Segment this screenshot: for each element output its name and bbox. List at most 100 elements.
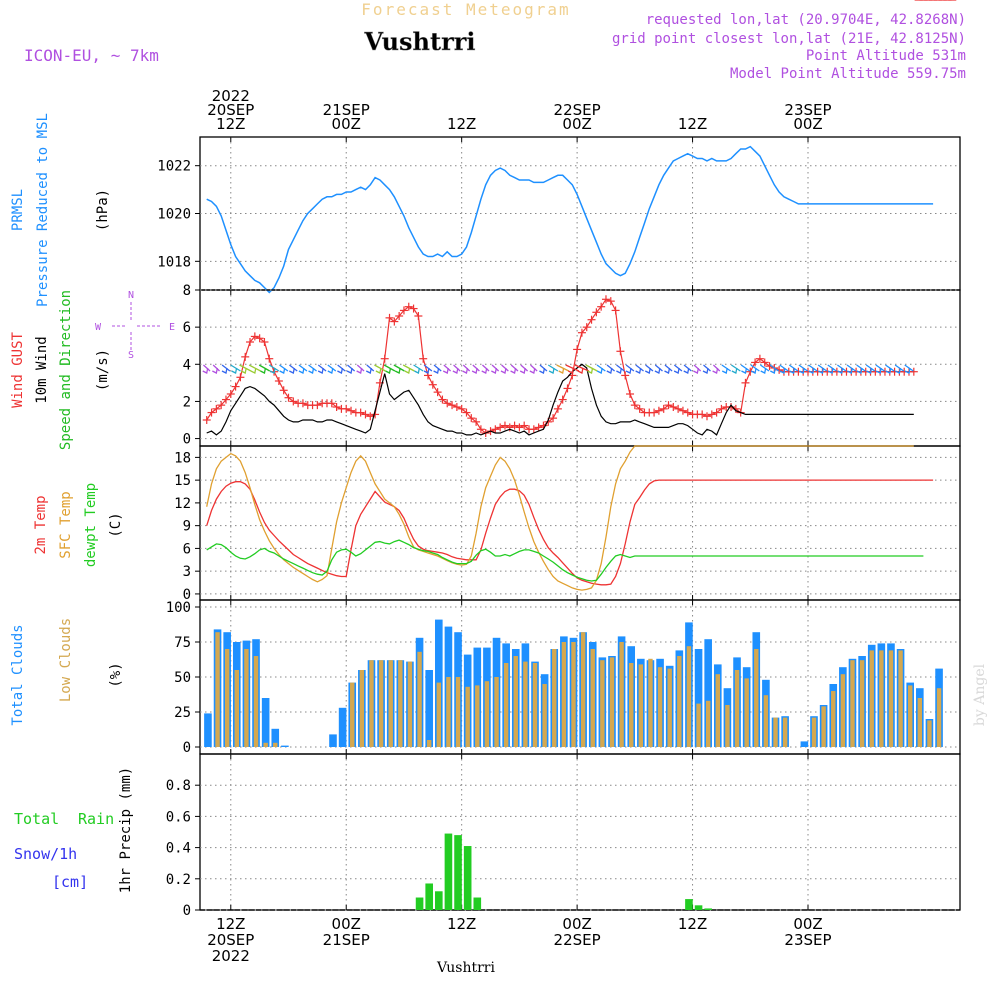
wind-direction-arrow [721, 364, 731, 372]
wind-direction-arrow [798, 364, 808, 372]
wind-direction-arrow [712, 364, 721, 372]
model-label: ICON-EU, ~ 7km [24, 46, 159, 65]
temperature-ytick-label: 12 [174, 496, 191, 512]
total-clouds-bar [261, 698, 270, 747]
wind-direction-arrow [556, 364, 570, 372]
low-clouds-bar [754, 649, 759, 747]
low-clouds-bar [879, 650, 884, 747]
wind-direction-arrow [433, 364, 442, 372]
wind-direction-arrowhead [847, 367, 853, 374]
wind-direction-arrowhead [558, 367, 565, 374]
rain-bar [435, 891, 443, 910]
wind-direction-arrowhead [654, 367, 661, 374]
low-clouds-bar [234, 670, 239, 747]
total-clouds-bar [281, 745, 289, 747]
low-clouds-bar [773, 717, 778, 747]
low-clouds-bar [686, 646, 692, 747]
rain-bar [473, 897, 482, 910]
location-title: Vushtrri [364, 27, 476, 56]
low-clouds-bar [436, 682, 442, 747]
wind-direction-arrow [827, 364, 837, 372]
low-clouds-bar [542, 684, 547, 747]
wind-direction-arrow [846, 364, 856, 372]
pressure-line [206, 145, 934, 294]
wind-direction-arrowhead [491, 367, 497, 374]
pressure-ytick-label: 1022 [157, 159, 191, 175]
total-clouds-bar [271, 728, 280, 747]
clouds-ytick-label: 25 [174, 705, 191, 721]
temp-2m-line [206, 479, 934, 586]
wind-ylabels: Wind GUST 10m Wind Speed and Direction (… [10, 290, 111, 450]
wind-direction-arrow [472, 364, 480, 372]
wind-direction-arrow [885, 364, 895, 372]
wind-direction-arrow [760, 364, 770, 372]
cloud-unit: (%) [108, 662, 124, 687]
wind-direction-arrow [654, 364, 663, 372]
wind-direction-arrow [596, 364, 606, 372]
wind-direction-arrowhead [269, 367, 276, 374]
wind-direction-arrow [423, 364, 433, 372]
temp-2m-label: 2m Temp [33, 495, 49, 554]
wind-direction-arrow [443, 364, 452, 372]
wind-direction-arrowhead [375, 367, 382, 374]
wind-direction-arrowhead [577, 367, 584, 374]
wind-10m-line [206, 363, 914, 436]
wind-direction-arrowhead [539, 367, 546, 374]
temp-dewpt-line [206, 539, 924, 582]
wind-direction-arrow [337, 364, 346, 372]
temperature-ytick-label: 9 [183, 519, 191, 535]
rain-bar [463, 846, 472, 910]
wind-direction-arrowhead [317, 367, 324, 374]
wind-direction-arrowhead [510, 367, 517, 374]
rain-bar [704, 908, 712, 910]
total-clouds-bar [338, 707, 347, 747]
low-clouds-bar [484, 681, 490, 747]
wind-direction-arrowhead [250, 367, 257, 374]
wind-ytick-label: 6 [183, 320, 191, 336]
wind-direction-arrowhead [298, 367, 305, 374]
wind-10m-label: 10m Wind [34, 336, 50, 403]
low-clouds-bar [600, 660, 605, 747]
precip-total-label: Total [14, 810, 59, 828]
low-clouds-bar [475, 685, 480, 747]
model-altitude: Model Point Altitude 559.75m [730, 66, 966, 82]
time-label-top: 22SEP [554, 101, 601, 119]
wind-direction-arrow [585, 364, 598, 372]
low-clouds-bar [840, 674, 846, 747]
wind-direction-arrowhead [625, 367, 632, 374]
clouds-ytick-label: 100 [166, 600, 191, 616]
low-clouds-bar [908, 685, 913, 747]
wind-direction-arrowhead [885, 367, 892, 374]
wind-direction-arrow [530, 364, 538, 372]
wind-direction-arrowhead [616, 367, 623, 374]
wind-direction-arrowhead [866, 367, 873, 374]
wind-direction-arrowhead [587, 367, 594, 374]
low-clouds-bar [513, 656, 518, 747]
wind-direction-arrow [788, 364, 799, 372]
compass-n: N [128, 290, 134, 301]
wind-direction-arrow [750, 364, 760, 372]
wind-unit: (m/s) [95, 349, 111, 391]
wind-direction-arrowhead [414, 367, 421, 374]
rain-bar [454, 835, 462, 910]
wind-direction-arrowhead [827, 367, 834, 374]
wind-direction-arrow [212, 364, 220, 372]
watermark: by Angel [972, 663, 988, 726]
wind-direction-arrow [616, 364, 625, 372]
wind-direction-arrow [374, 364, 386, 372]
wind-direction-arrowhead [875, 367, 882, 374]
precip-ytick-label: 0.4 [166, 841, 191, 857]
time-label-bottom: 2022 [212, 947, 250, 965]
low-clouds-bar [667, 668, 672, 747]
low-clouds-bar [638, 664, 644, 747]
low-clouds-bar [859, 660, 865, 747]
cloud-ylabels: Total Clouds Low Clouds (%) [10, 618, 124, 726]
wind-direction-arrowhead [346, 367, 353, 374]
temperature-ytick-label: 18 [174, 450, 191, 466]
pressure-ytick-label: 1020 [157, 207, 191, 223]
precip-ytick-label: 0.6 [166, 809, 191, 825]
wind-direction-arrowhead [568, 367, 574, 374]
wind-direction-arrow [683, 364, 692, 372]
wind-direction-arrow [230, 364, 241, 372]
